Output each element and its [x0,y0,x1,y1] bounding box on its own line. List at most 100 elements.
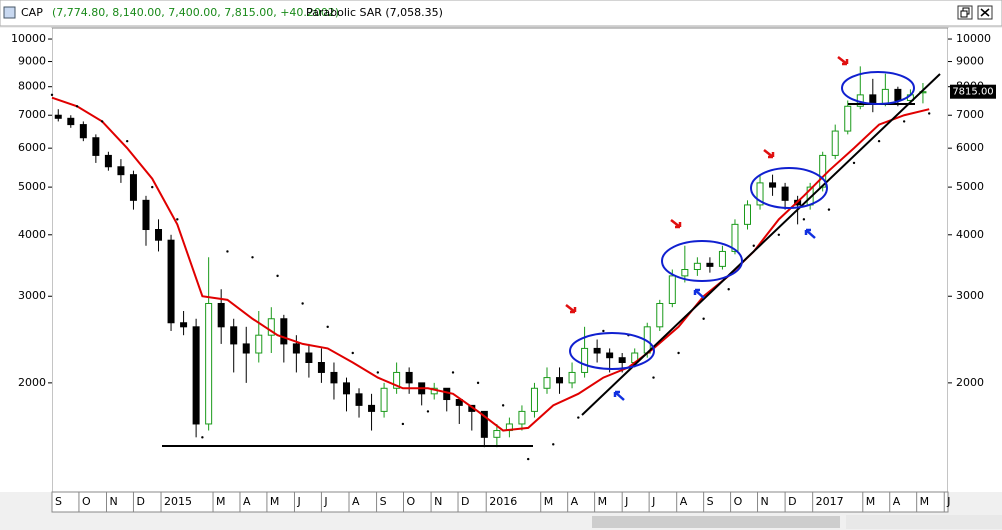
last-price-box [950,84,996,99]
sar-dot [75,105,79,108]
scrollbar [0,514,1002,530]
sar-dot [602,329,605,333]
window-icon [3,6,16,19]
blue-arrows [613,228,816,401]
candle-body [518,410,526,425]
candle-body [255,334,263,354]
x-tick-label: A [571,495,579,508]
candle-body [405,371,413,384]
candle-body [230,326,238,345]
candle-body [781,186,789,201]
candle-body [480,410,488,438]
plot: 2000 2000 3000 3000 4000 4000 5000 5000 6000 6000… [11,32,996,512]
candle-body [79,124,87,139]
x-tick-label: J [624,495,628,508]
right-axis [948,28,1002,492]
x-tick-label: M [216,495,226,508]
candle-body [117,166,125,176]
sar-dot [376,371,380,374]
sar-dot [877,139,881,143]
candle-body [606,352,614,359]
x-tick-label: M [920,495,930,508]
sar-dot [301,302,304,305]
x-tick-label: D [136,495,144,508]
sar-dot [677,351,680,355]
y-tick-label: 9000 [18,55,46,68]
candle-body [330,371,338,384]
sar-dot [702,317,705,320]
candle-body [342,382,350,395]
x-tick-label: M [544,495,554,508]
candle-body [180,322,188,328]
sar-dot [577,416,580,419]
candle-body [493,430,501,438]
candle-body [142,199,150,231]
sar-dot [125,139,129,143]
candle-body [618,357,626,364]
y-tick-label: 2000 [956,376,984,389]
sar-dot [451,371,455,374]
x-tick-label: J [946,495,950,508]
candle-body [292,343,300,354]
last-price: 7815.00 [952,87,993,98]
candle-body [305,352,313,364]
x-tick-label: D [461,495,469,508]
range-ellipse [841,71,915,105]
sar-dot [426,410,430,413]
candle-body [92,137,100,156]
sar-dot [501,404,505,407]
sar-dot [552,443,555,446]
x-tick-label: J [296,495,300,508]
y-tick-label: 5000 [956,180,984,193]
candle-body [656,302,664,328]
x-tick-label: M [866,495,876,508]
sar-dot [351,351,354,355]
sar-dot [226,250,229,253]
plot-area [51,27,949,493]
annotations [162,56,941,447]
sar-dot [928,112,931,115]
candle-body [368,404,376,412]
y-tick-label: 7000 [956,108,984,121]
x-tick-label: O [82,495,91,508]
candle-body [743,204,751,225]
left-axis [0,28,52,492]
x-tick-label: D [788,495,796,508]
x-tick-label: S [380,495,387,508]
candle-body [530,387,538,412]
header: CAP (7,774.80, 8,140.00, 7,400.00, 7,815… [0,0,1002,27]
candle-body [317,362,325,373]
x-tick-label: J [651,495,655,508]
candle-body [556,377,564,384]
candle-body [129,174,137,201]
sar-dot [276,274,279,278]
x-tick-label: A [680,495,688,508]
sar-dot [526,457,530,461]
candle-body [718,250,726,267]
y-tick-label: 10000 [11,32,46,45]
trend-line [581,73,941,416]
candle-body [756,182,764,206]
candle-body [217,302,225,328]
y-tick-label: 2000 [18,376,46,389]
y-tick-label: 6000 [18,141,46,154]
candle-body [242,343,250,354]
candle-body [681,269,689,277]
range-ellipse [569,332,655,370]
y-tick-label: 7000 [18,108,46,121]
candle-body [668,275,676,304]
sar-dot [201,436,204,439]
scroll-thumb[interactable] [592,516,840,528]
candle-body [455,399,463,406]
y-tick-label: 3000 [956,289,984,302]
sar-dot [251,256,254,259]
candle-body [393,371,401,389]
candle-body [706,262,714,267]
close-icon [980,8,990,17]
sar-dot [176,218,179,221]
red-arrows [565,56,849,314]
zoom-controls[interactable] [846,515,1002,529]
sar-dot [100,120,104,123]
indicator-label: Parabolic SAR (7,058.35) [306,6,443,19]
